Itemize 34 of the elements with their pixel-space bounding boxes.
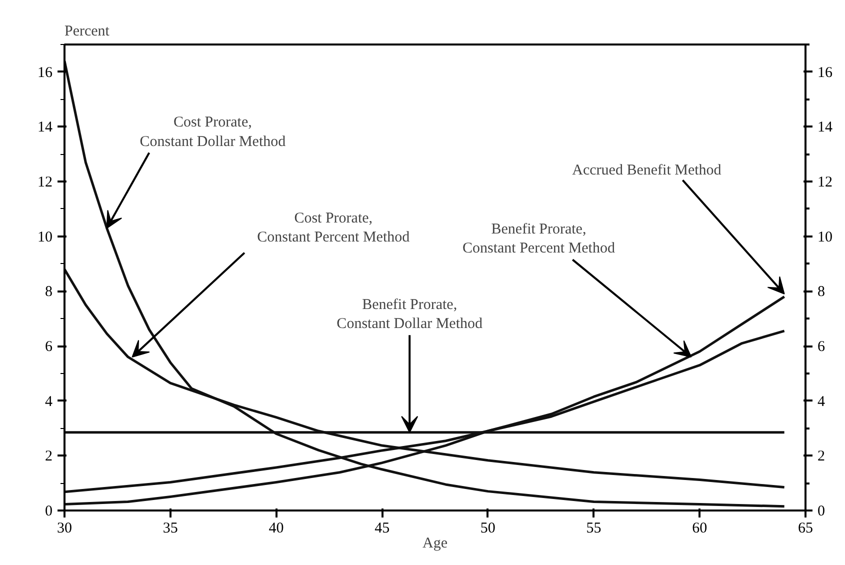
x-tick-label: 60 xyxy=(692,520,708,536)
x-tick-label: 65 xyxy=(798,520,813,536)
y2-tick-label: 4 xyxy=(818,394,826,410)
y-axis-title: Percent xyxy=(64,24,110,40)
y2-tick-label: 8 xyxy=(818,284,825,300)
y-tick-label: 16 xyxy=(38,64,53,81)
y-tick-label: 14 xyxy=(38,120,53,136)
x-tick-label: 40 xyxy=(268,520,284,536)
y-tick-label: 8 xyxy=(45,284,52,300)
y-tick-label: 6 xyxy=(45,339,53,356)
x-tick-label: 50 xyxy=(480,520,496,536)
annotation: Cost Prorate, Constant Percent Method xyxy=(257,210,410,246)
y-tick-label: 12 xyxy=(38,174,52,191)
y2-tick-label: 14 xyxy=(818,120,833,136)
y-tick-label: 2 xyxy=(45,448,52,465)
y2-tick-label: 0 xyxy=(818,504,825,520)
y2-tick-label: 10 xyxy=(818,229,832,246)
y2-tick-label: 2 xyxy=(818,448,825,465)
x-tick-label: 45 xyxy=(374,520,390,536)
x-tick-label: 30 xyxy=(57,520,72,536)
x-axis-title: Age xyxy=(422,536,448,552)
y-tick-label: 10 xyxy=(38,229,52,246)
annotation: Accrued Benefit Method xyxy=(572,162,722,179)
y2-tick-label: 16 xyxy=(818,64,833,81)
x-tick-label: 55 xyxy=(586,520,602,536)
annotation: Benefit Prorate, Constant Dollar Method xyxy=(336,296,484,332)
x-tick-label: 35 xyxy=(162,520,178,536)
line-series xyxy=(64,60,786,508)
annotation: Cost Prorate, Constant Dollar Method xyxy=(140,114,286,150)
y2-tick-label: 12 xyxy=(818,174,832,191)
y2-tick-label: 6 xyxy=(818,339,826,356)
y-tick-label: 0 xyxy=(45,504,52,520)
annotation: Benefit Prorate, Constant Percent Method xyxy=(462,222,616,257)
y-tick-label: 4 xyxy=(45,394,53,410)
